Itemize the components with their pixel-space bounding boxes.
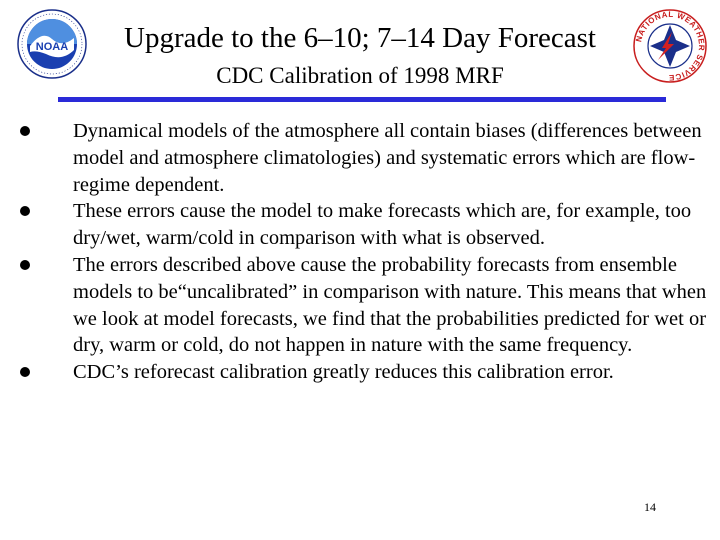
bullet-text: The errors described above cause the pro… — [73, 253, 707, 357]
bullet-text: These errors cause the model to make for… — [73, 200, 692, 250]
bullet-dot-icon — [20, 206, 30, 217]
national-weather-service-logo-icon: NATIONAL WEATHER SERVICE — [633, 9, 707, 83]
bullet-text: CDC’s reforecast calibration greatly red… — [73, 361, 614, 384]
title-divider — [58, 97, 666, 102]
bullet-dot-icon — [20, 126, 30, 136]
bullet-text: Dynamical models of the atmosphere all c… — [73, 120, 702, 196]
noaa-logo-icon: NOAA — [17, 9, 87, 79]
noaa-logo-text: NOAA — [36, 41, 68, 53]
slide-title: Upgrade to the 6–10; 7–14 Day Forecast — [124, 22, 596, 54]
bullet-item: Dynamical models of the atmosphere all c… — [14, 118, 714, 198]
bullet-item: The errors described above cause the pro… — [14, 252, 714, 359]
bullet-dot-icon — [20, 367, 30, 378]
slide-subtitle: CDC Calibration of 1998 MRF — [216, 63, 504, 88]
bullet-list: Dynamical models of the atmosphere all c… — [14, 118, 714, 386]
page-number: 14 — [644, 500, 656, 514]
bullet-item: CDC’s reforecast calibration greatly red… — [14, 359, 714, 386]
bullet-dot-icon — [20, 259, 30, 270]
bullet-item: These errors cause the model to make for… — [14, 198, 714, 252]
